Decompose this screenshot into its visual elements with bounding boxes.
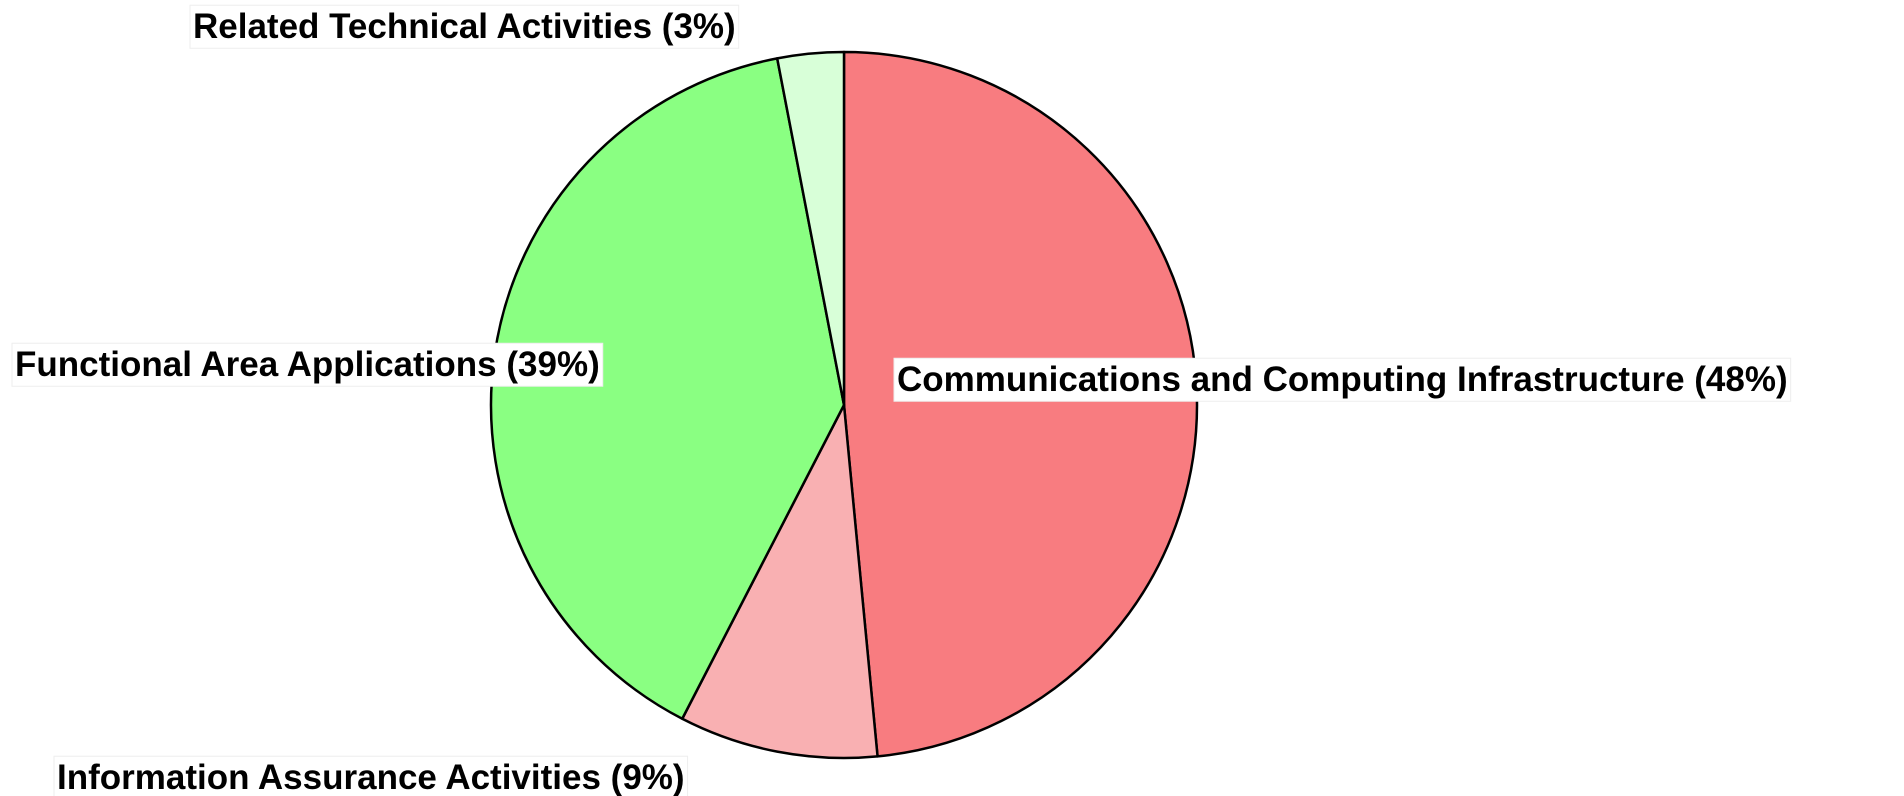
category-name: Information Assurance Activities	[57, 758, 601, 796]
pie	[489, 50, 1199, 760]
slice	[842, 50, 1199, 758]
slice-label: Functional Area Applications (39%)	[11, 342, 604, 387]
label-bg	[11, 342, 604, 387]
category-name: Related Technical Activities	[193, 7, 652, 46]
value-label: (3%)	[662, 7, 736, 46]
slice-label: Information Assurance Activities (9%)	[53, 755, 689, 796]
value-label: (39%)	[506, 345, 599, 384]
category-name: Functional Area Applications	[15, 345, 497, 384]
slice-label: Communications and Computing Infrastruct…	[893, 357, 1792, 402]
slice	[775, 50, 846, 407]
category-name: Communications and Computing Infrastruct…	[897, 360, 1685, 399]
value-label: (9%)	[611, 758, 685, 796]
slice-label: Related Technical Activities (3%)	[189, 4, 740, 49]
label-text: Related Technical Activities (3%)	[193, 7, 736, 46]
label-text: Communications and Computing Infrastruct…	[897, 360, 1788, 399]
label-bg	[189, 4, 740, 49]
label-text: Functional Area Applications (39%)	[15, 345, 600, 384]
value-label: (48%)	[1694, 360, 1787, 399]
labels: Communications and Computing Infrastruct…	[11, 4, 1792, 796]
label-bg	[53, 755, 689, 796]
slice	[680, 403, 879, 760]
label-text: Information Assurance Activities (9%)	[57, 758, 685, 796]
label-bg	[893, 357, 1792, 402]
